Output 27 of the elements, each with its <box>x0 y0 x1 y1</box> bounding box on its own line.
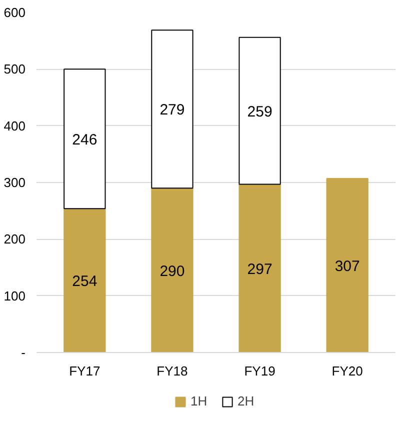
data-label: 297 <box>247 260 272 278</box>
x-tick-label: FY19 <box>244 364 276 378</box>
data-label: 259 <box>247 103 272 120</box>
bar <box>64 68 106 210</box>
x-tick-label: FY17 <box>69 364 100 378</box>
y-tick-label: 500 <box>4 62 26 77</box>
data-label: 246 <box>72 131 98 148</box>
bar <box>64 208 106 352</box>
data-label: 254 <box>72 273 98 290</box>
bar <box>326 178 368 352</box>
bar <box>238 36 281 185</box>
y-tick-label: 600 <box>4 5 26 20</box>
x-tick-label: FY18 <box>156 364 188 378</box>
legend-label: 2H <box>238 394 256 408</box>
y-tick-label: 300 <box>4 175 26 190</box>
y-tick-label: 100 <box>4 288 26 304</box>
data-label: 307 <box>334 258 360 276</box>
y-tick-label: 400 <box>4 118 26 134</box>
data-label: 279 <box>160 102 185 119</box>
bar <box>151 30 194 189</box>
y-tick-label: 200 <box>4 232 26 247</box>
x-tick-label: FY20 <box>332 364 363 378</box>
data-label: 290 <box>160 262 185 280</box>
bar <box>238 184 281 352</box>
legend-label: 1H <box>190 394 208 408</box>
bar <box>151 188 194 352</box>
y-tick-label: - <box>21 345 26 360</box>
